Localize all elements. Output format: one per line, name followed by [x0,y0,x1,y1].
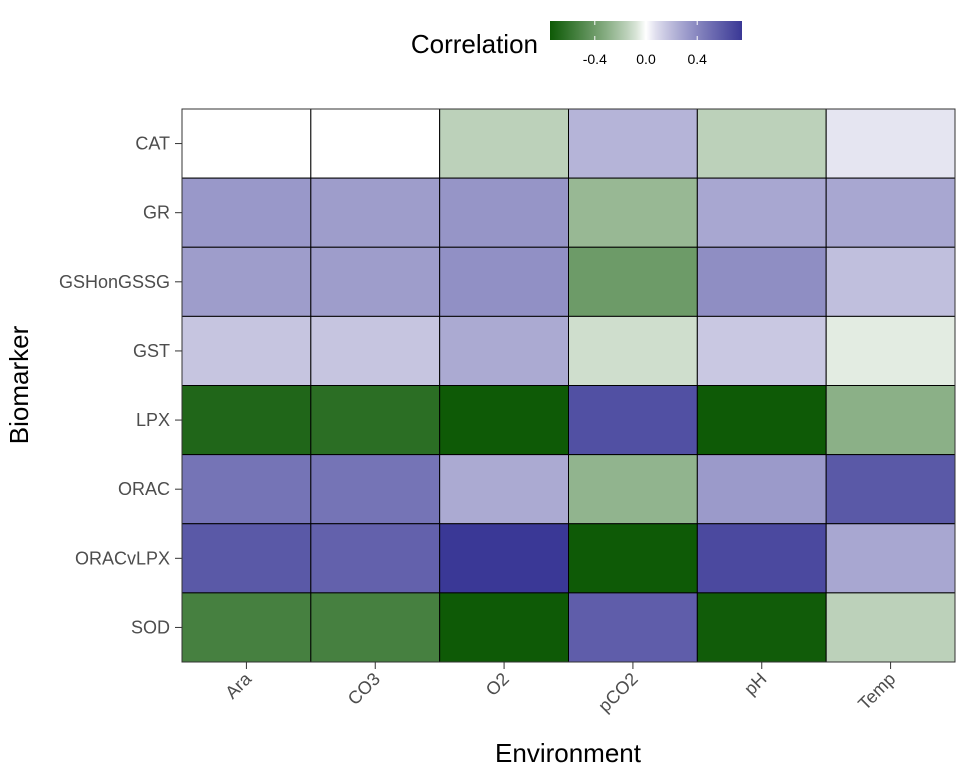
heatmap-cell-sod-ara [181,592,312,663]
y-axis-title: Biomarker [4,325,34,444]
x-tick-label: CO3 [344,669,384,709]
heatmap-cell-sod-pco2 [568,592,698,663]
legend-tick-label: 0.0 [636,51,656,67]
panel-border [181,108,956,663]
heatmap-cell-lpx-co3 [310,385,441,456]
legend-tick-label: 0.4 [687,51,707,67]
legend-title: Correlation [411,29,538,59]
heatmap-cell-lpx-ara [181,385,312,456]
heatmap-cell-cat-pco2 [568,108,698,179]
heatmap-cell-gst-temp [825,315,956,386]
heatmap-cell-oracvlpx-pco2 [568,523,698,594]
y-tick-label: CAT [135,134,170,154]
legend: Correlation -0.4 0.0 0.4 [411,21,742,67]
heatmap-cell-gst-o2 [439,315,569,386]
heatmap-cell-orac-pco2 [568,454,698,525]
heatmap-cell-cat-ph [696,108,827,179]
x-tick-label: Ara [221,668,256,703]
x-tick-label: O2 [482,669,513,700]
heatmap-cell-sod-ph [696,592,827,663]
heatmap-cell-gshongssg-temp [825,246,956,317]
heatmap-cell-gshongssg-ara [181,246,312,317]
legend-tick-label: -0.4 [583,51,607,67]
y-tick-label: ORACvLPX [75,548,170,568]
heatmap-cell-gr-ara [181,177,312,248]
heatmap-cell-sod-co3 [310,592,441,663]
heatmap-cell-orac-ara [181,454,312,525]
heatmap-cell-gst-ara [181,315,312,386]
y-tick-label: ORAC [118,479,170,499]
x-tick-label: pH [740,669,770,699]
heatmap-cell-oracvlpx-ph [696,523,827,594]
heatmap-cell-oracvlpx-temp [825,523,956,594]
heatmap-cell-lpx-o2 [439,385,569,456]
heatmap-cell-gshongssg-co3 [310,246,441,317]
heatmap-cell-gshongssg-ph [696,246,827,317]
y-tick-label: GSHonGSSG [59,272,170,292]
legend-color-bar [550,21,742,40]
y-tick-label: LPX [136,410,170,430]
y-tick-label: SOD [131,617,170,637]
heatmap-cell-cat-ara [181,108,312,179]
heatmap-cell-gr-temp [825,177,956,248]
x-axis: Ara CO3 O2 pCO2 pH Temp [221,662,899,716]
heatmap-cell-gr-ph [696,177,827,248]
heatmap-cell-sod-temp [825,592,956,663]
heatmap-cell-orac-temp [825,454,956,525]
heatmap-cell-cat-temp [825,108,956,179]
x-tick-label: Temp [854,669,899,714]
heatmap-cell-gshongssg-o2 [439,246,569,317]
heatmap-cell-lpx-temp [825,385,956,456]
heatmap-cell-gshongssg-pco2 [568,246,698,317]
heatmap-cell-oracvlpx-ara [181,523,312,594]
heatmap-cell-orac-o2 [439,454,569,525]
heatmap-cell-gr-pco2 [568,177,698,248]
heatmap-cell-gr-co3 [310,177,441,248]
x-axis-title: Environment [495,738,642,768]
heatmap-cell-oracvlpx-co3 [310,523,441,594]
heatmap-cell-orac-co3 [310,454,441,525]
y-axis: CAT GR GSHonGSSG GST LPX ORAC ORACvLPX SOD [59,134,182,637]
heatmap-cell-sod-o2 [439,592,569,663]
y-tick-label: GR [143,203,170,223]
heatmap-cell-gst-co3 [310,315,441,386]
heatmap-cells [181,108,956,663]
heatmap-cell-oracvlpx-o2 [439,523,569,594]
heatmap-cell-lpx-ph [696,385,827,456]
y-tick-label: GST [133,341,170,361]
heatmap-cell-gst-ph [696,315,827,386]
heatmap-cell-gr-o2 [439,177,569,248]
heatmap-cell-gst-pco2 [568,315,698,386]
heatmap-cell-cat-co3 [310,108,441,179]
heatmap-cell-orac-ph [696,454,827,525]
x-tick-label: pCO2 [594,669,641,716]
heatmap-cell-lpx-pco2 [568,385,698,456]
heatmap-cell-cat-o2 [439,108,569,179]
